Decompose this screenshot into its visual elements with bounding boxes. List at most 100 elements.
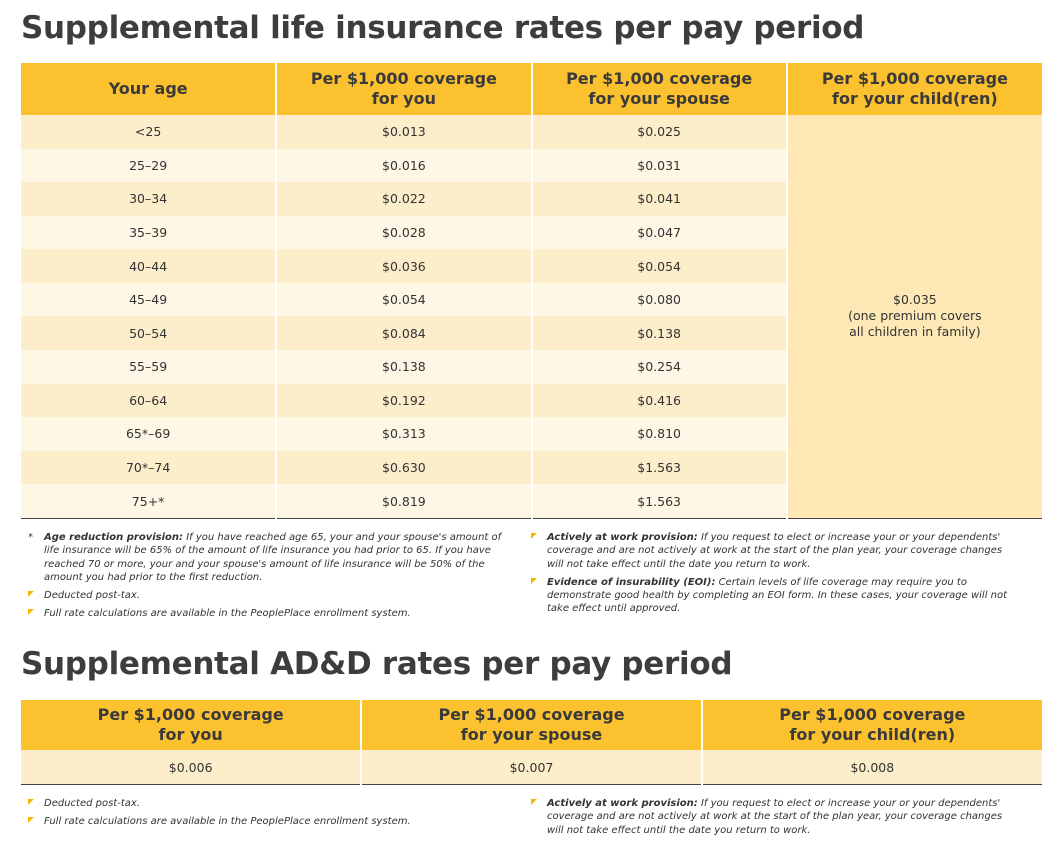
- life-notes-right: Actively at work provision: If you reque…: [531, 531, 1011, 621]
- note-marker-icon: [531, 799, 537, 805]
- note-lead: Actively at work provision:: [547, 798, 698, 809]
- add-rates-table: Per $1,000 coverage for you Per $1,000 cov…: [21, 700, 1042, 785]
- text-line: all children in family): [849, 324, 981, 340]
- life-rates-table: Your age Per $1,000 coverage for you Per $1…: [21, 63, 1042, 519]
- note-marker: *: [28, 532, 33, 543]
- data-row: 25–29 $0.016 $0.031: [21, 148, 1042, 183]
- text-line: Per $1,000 coverage: [438, 705, 625, 724]
- note-marker-icon: [28, 799, 34, 805]
- text-line: for you: [158, 725, 223, 744]
- text-line: Per $1,000 coverage: [779, 705, 966, 724]
- note-text: If you request to elect or increase your…: [547, 532, 1003, 570]
- cell: 60–64: [21, 383, 277, 418]
- cell: 50–54: [21, 316, 277, 351]
- text-line: (one premium covers: [848, 308, 982, 324]
- cell: $0.006: [21, 750, 362, 785]
- header-cell: Per $1,000 coverage for your spouse: [530, 63, 787, 115]
- note: Actively at work provision: If you reque…: [531, 531, 1011, 571]
- header-cell: Per $1,000 coverage for you: [275, 63, 532, 115]
- header-cell: Per $1,000 coverage for your child(ren): [785, 63, 1042, 115]
- cell: $0.041: [530, 182, 787, 216]
- header-cell: Per $1,000 coverage for your spouse: [360, 700, 702, 750]
- cell: $0.054: [275, 282, 532, 317]
- data-row: 60–64 $0.192 $0.416: [21, 383, 1042, 418]
- header-cell: Your age: [21, 63, 277, 115]
- child-cell: $0.035 (one premium covers all children in…: [785, 115, 1042, 519]
- note-text: Deducted post-tax.: [44, 798, 140, 809]
- cell: $0.416: [530, 383, 787, 418]
- cell: 30–34: [21, 182, 277, 216]
- cell: $0.138: [275, 350, 532, 384]
- note: Actively at work provision: If you reque…: [531, 797, 1011, 837]
- data-row: 70*–74 $0.630 $1.563: [21, 450, 1042, 485]
- cell: 65*–69: [21, 417, 277, 451]
- note-lead: Age reduction provision:: [44, 532, 184, 543]
- cell: 55–59: [21, 350, 277, 384]
- data-row: $0.006 $0.007 $0.008: [21, 750, 1042, 785]
- cell: $0.013: [275, 115, 532, 149]
- note: Evidence of insurability (EOI): Certain …: [531, 576, 1011, 616]
- cell: $0.810: [530, 417, 787, 451]
- data-row: 50–54 $0.084 $0.138: [21, 316, 1042, 351]
- cell: $0.054: [530, 249, 787, 283]
- header-row: Per $1,000 coverage for you Per $1,000 cov…: [21, 700, 1042, 750]
- note: Full rate calculations are available in …: [28, 607, 518, 620]
- header-cell: Per $1,000 coverage for your child(ren): [700, 700, 1042, 750]
- cell: $1.563: [530, 484, 787, 519]
- cell: 35–39: [21, 215, 277, 250]
- note-text: If you request to elect or increase your…: [547, 798, 1003, 836]
- note: Deducted post-tax.: [28, 589, 518, 602]
- cell: $0.025: [530, 115, 787, 149]
- cell: 70*–74: [21, 450, 277, 485]
- data-row: 35–39 $0.028 $0.047: [21, 215, 1042, 250]
- note-marker-icon: [28, 609, 34, 616]
- cell: $0.084: [275, 316, 532, 351]
- text-line: for your child(ren): [832, 89, 998, 108]
- note-marker-icon: [531, 533, 537, 539]
- cell: 45–49: [21, 282, 277, 317]
- life-title: Supplemental life insurance rates per pa…: [21, 10, 865, 46]
- note-text: Deducted post-tax.: [44, 590, 140, 602]
- cell: $0.080: [530, 282, 787, 317]
- cell: $0.192: [275, 383, 532, 418]
- text-line: Per $1,000 coverage: [97, 705, 284, 724]
- cell: $0.138: [530, 316, 787, 351]
- cell: $1.563: [530, 450, 787, 485]
- note-lead: Evidence of insurability (EOI):: [547, 576, 716, 588]
- add-title: Supplemental AD&D rates per pay period: [21, 646, 733, 682]
- text-line: Per $1,000 coverage: [566, 69, 753, 88]
- cell: 75+*: [21, 484, 277, 519]
- data-row: 40–44 $0.036 $0.054: [21, 249, 1042, 283]
- note-lead: Actively at work provision:: [547, 532, 698, 543]
- note-text: Full rate calculations are available in …: [44, 816, 411, 828]
- note: Full rate calculations are available in …: [28, 815, 518, 828]
- cell: $0.028: [275, 215, 532, 250]
- life-notes-left: * Age reduction provision: If you have re…: [28, 531, 518, 626]
- note-text: If you have reached age 65, your and you…: [44, 532, 502, 583]
- cell: $0.630: [275, 450, 532, 485]
- cell: $0.047: [530, 215, 787, 250]
- cell: <25: [21, 115, 277, 149]
- cell: $0.313: [275, 417, 532, 451]
- note-text: Full rate calculations are available in …: [44, 608, 411, 620]
- cell: $0.036: [275, 249, 532, 283]
- note-marker-icon: [28, 591, 34, 598]
- cell: $0.007: [360, 750, 702, 785]
- data-row: 75+* $0.819 $1.563: [21, 484, 1042, 519]
- cell: $0.819: [275, 484, 532, 519]
- add-notes-left: Deducted post-tax. Full rate calculations…: [28, 797, 518, 834]
- note-text: Certain levels of life coverage may requ…: [547, 576, 1008, 615]
- text-line: Your age: [108, 79, 188, 98]
- add-notes-right: Actively at work provision: If you reque…: [531, 797, 1011, 842]
- note: * Age reduction provision: If you have re…: [28, 531, 518, 584]
- text-line: for your child(ren): [789, 725, 956, 744]
- text-line: for you: [371, 89, 436, 108]
- cell: 40–44: [21, 249, 277, 283]
- text-line: Per $1,000 coverage: [821, 69, 1008, 88]
- header-cell: Per $1,000 coverage for you: [21, 700, 362, 750]
- data-row: 30–34 $0.022 $0.041: [21, 182, 1042, 216]
- cell: 25–29: [21, 148, 277, 183]
- text-line: for your spouse: [588, 89, 730, 108]
- cell: $0.031: [530, 148, 787, 183]
- note: Deducted post-tax.: [28, 797, 518, 810]
